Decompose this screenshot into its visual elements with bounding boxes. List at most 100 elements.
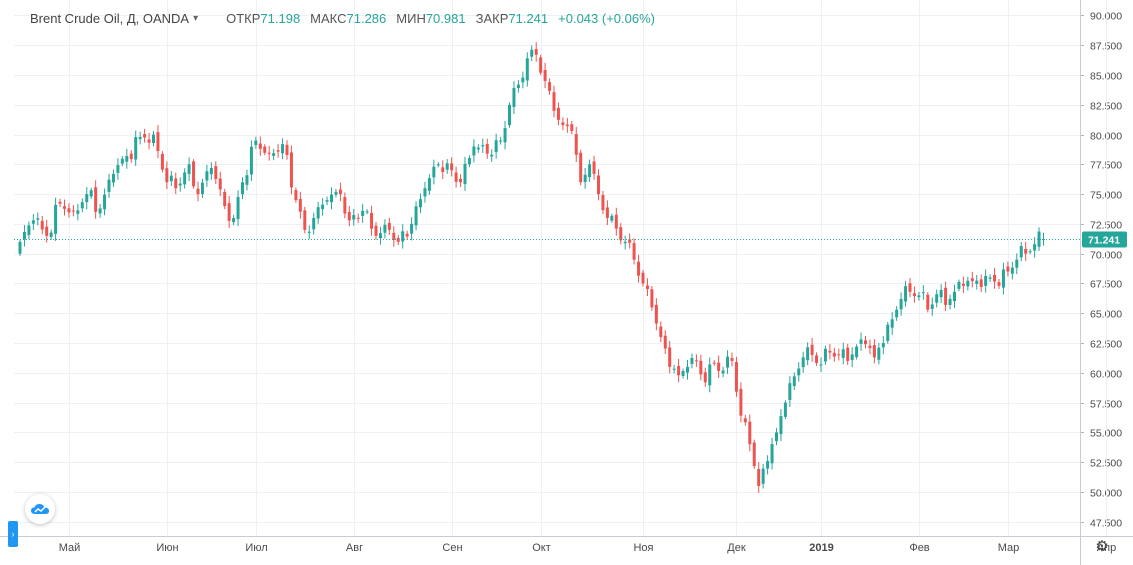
chevron-down-icon[interactable]: ▾ bbox=[193, 13, 199, 24]
candle-body bbox=[1006, 266, 1010, 272]
candle-body bbox=[183, 172, 187, 185]
candle-body bbox=[263, 146, 267, 153]
chevron-icon: › bbox=[11, 529, 15, 539]
side-panel-toggle[interactable]: › bbox=[8, 521, 18, 547]
candle-body bbox=[272, 153, 276, 156]
x-tick-label: Фев bbox=[909, 542, 929, 554]
candle-body bbox=[31, 220, 35, 224]
chart-legend: Brent Crude Oil, Д, OANDA ▾ ОТКР 71.198 … bbox=[30, 11, 655, 26]
candle-body bbox=[970, 278, 974, 282]
candle-body bbox=[570, 124, 574, 132]
candle-body bbox=[993, 274, 997, 282]
candle-body bbox=[476, 147, 480, 150]
candle-body bbox=[436, 164, 440, 166]
low-value: 70.981 bbox=[425, 11, 466, 26]
candle-body bbox=[610, 215, 614, 221]
candle-body bbox=[1001, 269, 1005, 288]
candle-body bbox=[298, 198, 302, 212]
candle-body bbox=[979, 279, 983, 288]
candle-body bbox=[103, 194, 107, 210]
candle-body bbox=[717, 362, 721, 371]
candle-body bbox=[156, 132, 160, 152]
candle-body bbox=[503, 128, 507, 143]
candle-body bbox=[583, 174, 587, 183]
candle-body bbox=[85, 194, 89, 203]
x-tick-label: Мар bbox=[998, 542, 1020, 554]
candle-body bbox=[419, 199, 422, 208]
candle-body bbox=[285, 144, 289, 156]
candle-body bbox=[855, 346, 859, 358]
candle-body bbox=[405, 233, 409, 237]
candle-body bbox=[868, 345, 872, 348]
candle-body bbox=[534, 49, 538, 55]
candle-body bbox=[54, 204, 58, 234]
symbol-title[interactable]: Brent Crude Oil, Д, OANDA bbox=[30, 11, 190, 26]
candle-body bbox=[734, 362, 738, 392]
candle-body bbox=[592, 161, 596, 174]
candle-body bbox=[957, 281, 961, 289]
candle-body bbox=[690, 358, 694, 364]
candle-body bbox=[347, 211, 351, 221]
candle-body bbox=[597, 175, 600, 195]
candle-body bbox=[930, 304, 934, 309]
candle-body bbox=[147, 139, 151, 143]
candle-body bbox=[1010, 267, 1014, 274]
candle-body bbox=[334, 191, 338, 195]
candle-body bbox=[58, 201, 62, 204]
candle-body bbox=[18, 241, 22, 254]
candle-body bbox=[637, 261, 641, 276]
candle-body bbox=[574, 133, 578, 155]
candle-body bbox=[886, 324, 890, 342]
candle-body bbox=[672, 368, 676, 370]
candle-body bbox=[801, 357, 805, 368]
candle-body bbox=[783, 402, 787, 417]
candle-body bbox=[67, 208, 71, 213]
candle-body bbox=[423, 188, 427, 197]
candle-body bbox=[686, 366, 689, 373]
candle-body bbox=[530, 49, 534, 57]
candle-body bbox=[365, 211, 369, 213]
gear-icon[interactable]: ⚙ bbox=[1095, 538, 1109, 555]
candle-body bbox=[200, 182, 204, 194]
candle-body bbox=[944, 287, 948, 305]
candle-body bbox=[561, 122, 565, 126]
candle-body bbox=[828, 350, 832, 353]
candle-body bbox=[677, 366, 681, 376]
candle-body bbox=[209, 167, 213, 175]
candle-body bbox=[499, 140, 503, 142]
candle-body bbox=[659, 326, 663, 338]
candle-body bbox=[926, 294, 930, 310]
candle-body bbox=[169, 175, 173, 182]
candle-body bbox=[241, 182, 244, 195]
close-label: ЗАКР bbox=[475, 11, 509, 26]
candle-body bbox=[450, 163, 454, 171]
candle-body bbox=[921, 292, 925, 294]
candle-body bbox=[459, 178, 463, 183]
candle-body bbox=[890, 319, 894, 328]
candle-body bbox=[276, 150, 280, 152]
candle-body bbox=[864, 340, 867, 345]
candle-body bbox=[98, 208, 102, 214]
candle-body bbox=[708, 364, 712, 386]
candle-body bbox=[138, 136, 142, 140]
candle-body bbox=[975, 280, 979, 284]
candle-body bbox=[49, 232, 53, 237]
candle-body bbox=[556, 107, 560, 120]
candle-body bbox=[196, 188, 200, 195]
candle-body bbox=[757, 469, 761, 486]
x-tick-label: Сен bbox=[442, 542, 462, 554]
candle-body bbox=[445, 163, 449, 170]
candle-body bbox=[356, 217, 360, 219]
candle-body bbox=[338, 189, 342, 195]
candle-body bbox=[236, 196, 240, 220]
candle-body bbox=[730, 357, 734, 361]
tradingview-cloud-icon[interactable] bbox=[25, 494, 55, 524]
candle-body bbox=[481, 145, 485, 147]
candle-body bbox=[267, 152, 271, 154]
candle-body bbox=[881, 343, 885, 348]
candle-body bbox=[539, 57, 543, 73]
candle-body bbox=[650, 289, 654, 308]
candle-body bbox=[312, 217, 316, 230]
